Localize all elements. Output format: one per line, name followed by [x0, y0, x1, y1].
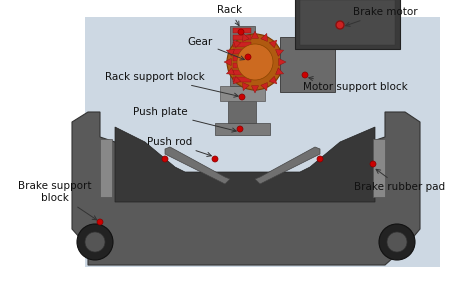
Bar — [233, 77, 251, 82]
Bar — [280, 37, 335, 92]
Polygon shape — [233, 76, 241, 84]
Bar — [230, 26, 255, 86]
Circle shape — [85, 232, 105, 252]
Circle shape — [162, 156, 168, 162]
Polygon shape — [251, 86, 259, 93]
Bar — [220, 86, 265, 101]
Text: Motor support block: Motor support block — [302, 77, 407, 92]
Polygon shape — [115, 127, 375, 202]
Text: Brake support
block: Brake support block — [18, 181, 97, 220]
Text: Rack: Rack — [218, 5, 243, 26]
Circle shape — [379, 224, 415, 260]
Circle shape — [237, 126, 243, 132]
Bar — [100, 139, 112, 197]
Text: Push plate: Push plate — [133, 107, 236, 132]
Bar — [215, 123, 270, 135]
Circle shape — [77, 224, 113, 260]
Polygon shape — [227, 50, 235, 56]
Text: Brake motor: Brake motor — [346, 7, 417, 26]
Bar — [233, 28, 251, 33]
Text: Brake rubber pad: Brake rubber pad — [355, 169, 446, 192]
Circle shape — [227, 34, 283, 90]
Circle shape — [302, 72, 308, 78]
Circle shape — [317, 156, 323, 162]
Polygon shape — [233, 40, 241, 48]
Bar — [233, 49, 251, 54]
Polygon shape — [243, 83, 249, 91]
Bar — [233, 42, 251, 47]
Bar — [228, 101, 256, 123]
Bar — [300, 0, 395, 45]
Bar — [233, 35, 251, 40]
Circle shape — [239, 94, 245, 100]
Polygon shape — [243, 33, 249, 42]
Polygon shape — [165, 147, 230, 184]
Bar — [233, 56, 251, 61]
Circle shape — [238, 29, 244, 35]
Polygon shape — [85, 17, 440, 267]
Circle shape — [212, 156, 218, 162]
Bar — [295, 0, 400, 49]
Circle shape — [387, 232, 407, 252]
Bar — [233, 70, 251, 75]
Polygon shape — [72, 112, 420, 265]
Polygon shape — [275, 68, 283, 74]
Polygon shape — [227, 68, 235, 74]
Text: Push rod: Push rod — [147, 137, 211, 157]
Polygon shape — [279, 59, 286, 66]
Circle shape — [97, 219, 103, 225]
Circle shape — [237, 44, 273, 80]
Polygon shape — [224, 59, 231, 66]
Polygon shape — [251, 31, 259, 38]
Polygon shape — [261, 33, 267, 42]
Text: Rack support block: Rack support block — [105, 72, 238, 97]
Polygon shape — [261, 83, 267, 91]
Circle shape — [245, 54, 251, 60]
Bar — [373, 139, 385, 197]
Circle shape — [336, 21, 344, 29]
Polygon shape — [269, 40, 277, 48]
Text: Gear: Gear — [187, 37, 245, 60]
Bar — [233, 63, 251, 68]
Polygon shape — [269, 76, 277, 84]
Polygon shape — [275, 50, 283, 56]
Circle shape — [370, 161, 376, 167]
Polygon shape — [255, 147, 320, 184]
